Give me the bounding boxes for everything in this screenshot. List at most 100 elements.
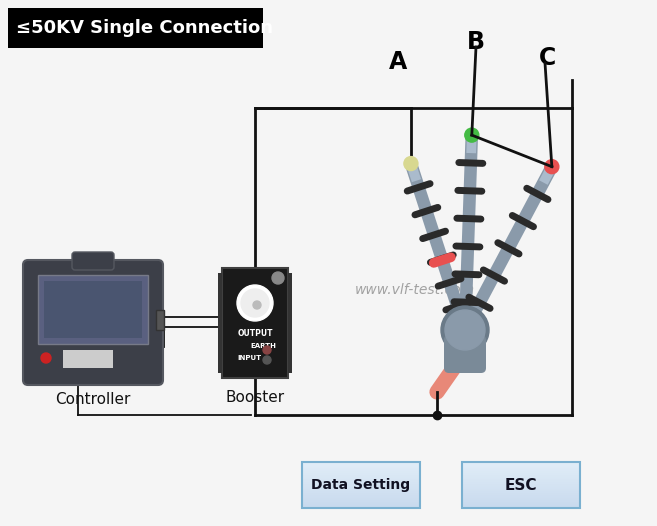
Bar <box>462 469 580 471</box>
Bar <box>302 487 420 488</box>
Circle shape <box>253 301 261 309</box>
Bar <box>302 463 420 464</box>
Bar <box>462 471 580 473</box>
Text: ≤50KV Single Connection: ≤50KV Single Connection <box>16 19 273 37</box>
Bar <box>302 495 420 497</box>
Bar <box>462 504 580 505</box>
Bar <box>218 273 222 373</box>
Circle shape <box>445 310 485 350</box>
Bar <box>302 507 420 509</box>
Bar <box>462 483 580 484</box>
Bar <box>462 496 580 498</box>
Bar <box>462 503 580 505</box>
Bar <box>462 476 580 477</box>
Bar <box>302 479 420 480</box>
Bar <box>302 496 420 498</box>
Circle shape <box>263 356 271 364</box>
Bar <box>302 471 420 473</box>
Text: Booster: Booster <box>225 390 284 406</box>
Bar <box>302 481 420 483</box>
Bar <box>302 470 420 472</box>
Bar <box>302 469 420 471</box>
Bar <box>462 463 580 464</box>
Bar <box>462 462 580 463</box>
Bar <box>462 486 580 488</box>
Bar <box>462 502 580 504</box>
Bar <box>302 475 420 477</box>
Bar <box>302 491 420 493</box>
Bar <box>462 491 580 493</box>
Bar <box>302 467 420 468</box>
Bar <box>462 487 580 488</box>
Bar <box>63 350 113 368</box>
Text: B: B <box>467 30 485 54</box>
Bar <box>302 462 420 508</box>
Bar <box>462 502 580 503</box>
Text: EARTH: EARTH <box>250 343 276 349</box>
Bar <box>462 506 580 508</box>
Bar <box>302 464 420 466</box>
Bar <box>462 477 580 478</box>
Bar <box>302 498 420 499</box>
Bar <box>462 479 580 480</box>
Bar <box>462 480 580 482</box>
Bar <box>302 486 420 488</box>
Bar <box>302 504 420 505</box>
Bar <box>302 506 420 508</box>
FancyBboxPatch shape <box>444 335 486 373</box>
Bar <box>462 470 580 472</box>
Bar <box>462 482 580 484</box>
Bar <box>462 485 580 487</box>
Bar <box>462 467 580 468</box>
Bar <box>462 480 580 481</box>
Bar <box>462 474 580 476</box>
Bar <box>462 495 580 497</box>
Bar <box>462 466 580 467</box>
Bar <box>462 462 580 508</box>
Bar <box>302 501 420 502</box>
Bar <box>302 485 420 487</box>
Bar <box>302 484 420 485</box>
Bar <box>462 472 580 473</box>
Text: C: C <box>539 46 556 70</box>
Bar <box>302 482 420 484</box>
Circle shape <box>404 157 418 170</box>
Bar <box>302 494 420 495</box>
FancyBboxPatch shape <box>23 260 163 385</box>
Bar <box>462 494 580 495</box>
Bar <box>462 507 580 509</box>
Bar <box>302 505 420 507</box>
Text: A: A <box>389 50 407 74</box>
Circle shape <box>237 285 273 321</box>
Bar <box>462 497 580 498</box>
Bar <box>462 481 580 483</box>
Bar <box>302 476 420 477</box>
Bar <box>302 490 420 491</box>
Text: Controller: Controller <box>55 392 131 408</box>
Bar <box>462 489 580 490</box>
Bar <box>302 491 420 492</box>
Bar <box>462 491 580 492</box>
Text: Data Setting: Data Setting <box>311 478 411 492</box>
Bar <box>462 478 580 479</box>
Bar <box>302 489 420 490</box>
Circle shape <box>545 160 559 174</box>
Bar <box>302 488 420 489</box>
Bar <box>302 493 420 494</box>
Bar <box>156 310 164 330</box>
Bar <box>288 273 292 373</box>
Bar <box>302 474 420 476</box>
Circle shape <box>464 128 479 142</box>
Text: INPUT: INPUT <box>237 355 261 361</box>
Circle shape <box>272 272 284 284</box>
Text: OUTPUT: OUTPUT <box>237 329 273 338</box>
Circle shape <box>263 346 271 354</box>
Bar <box>302 466 420 467</box>
Bar <box>8 8 263 48</box>
Bar <box>462 488 580 489</box>
Bar <box>462 505 580 507</box>
Bar <box>462 500 580 501</box>
FancyBboxPatch shape <box>38 275 148 344</box>
Circle shape <box>41 353 51 363</box>
Bar <box>462 493 580 494</box>
